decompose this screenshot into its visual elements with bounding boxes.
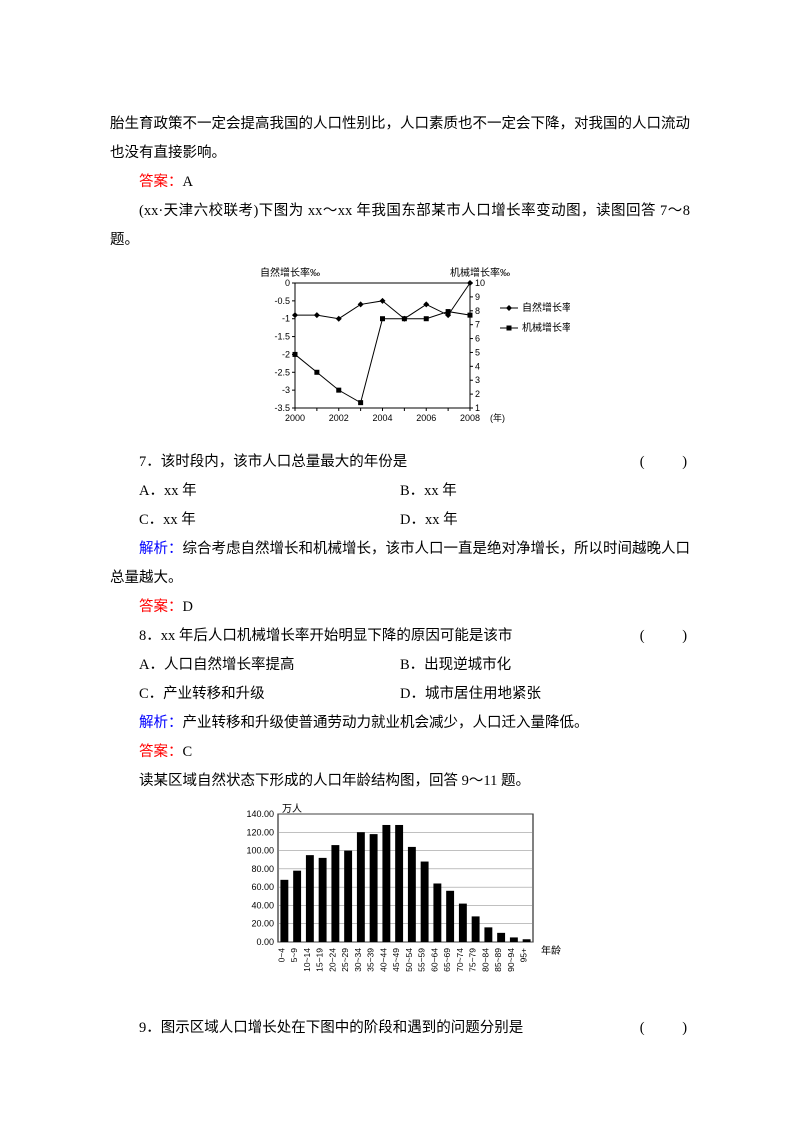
svg-text:30~34: 30~34: [353, 948, 363, 972]
svg-text:80.00: 80.00: [251, 864, 274, 874]
svg-text:(年): (年): [490, 412, 505, 423]
svg-text:年龄: 年龄: [541, 944, 561, 957]
analysis-label: 解析：: [139, 715, 183, 731]
svg-text:40.00: 40.00: [251, 900, 274, 910]
q8-analysis-line: 解析：产业转移和升级使普通劳动力就业机会减少，人口迁入量降低。: [110, 709, 690, 738]
q8-optD: D．城市居住用地紧张: [400, 680, 690, 709]
svg-text:0: 0: [285, 278, 290, 288]
svg-text:-3: -3: [282, 385, 290, 395]
q7-analysis-line: 解析：综合考虑自然增长和机械增长，该市人口一直是绝对净增长，所以时间越晚人口总量…: [110, 535, 690, 593]
svg-text:55~59: 55~59: [417, 948, 427, 972]
svg-text:65~69: 65~69: [442, 948, 452, 972]
svg-text:120.00: 120.00: [246, 827, 274, 837]
svg-text:8: 8: [475, 306, 480, 316]
q7-options-2: C．xx 年 D．xx 年: [110, 506, 690, 535]
svg-text:85~89: 85~89: [493, 948, 503, 972]
q9-text: 9．图示区域人口增长处在下图中的阶段和遇到的问题分别是: [110, 1014, 601, 1043]
svg-text:0~4: 0~4: [276, 948, 286, 963]
svg-text:95+: 95+: [519, 948, 529, 962]
q8-options-2: C．产业转移和升级 D．城市居住用地紧张: [110, 680, 690, 709]
q9-line: 9．图示区域人口增长处在下图中的阶段和遇到的问题分别是 ( ): [110, 1014, 690, 1043]
q8-options-1: A．人口自然增长率提高 B．出现逆城市化: [110, 651, 690, 680]
answer-label: 答案：: [139, 174, 183, 190]
svg-text:2: 2: [475, 389, 480, 399]
svg-text:40~44: 40~44: [378, 948, 388, 972]
q7-optC: C．xx 年: [110, 506, 400, 535]
q8-answer-line: 答案：C: [110, 738, 690, 767]
svg-text:60~64: 60~64: [429, 948, 439, 972]
svg-text:2008: 2008: [460, 413, 480, 423]
svg-text:50~54: 50~54: [404, 948, 414, 972]
svg-text:35~39: 35~39: [366, 948, 376, 972]
q7-line: 7．该时段内，该市人口总量最大的年份是 ( ): [110, 448, 690, 477]
svg-text:70~74: 70~74: [455, 948, 465, 972]
chart-growth-rate: 0 -0.5 -1 -1.5 -2 -2.5 -3 -3.5 10 9 8 7 6 5 4 3 2 1 2000 20…: [110, 261, 690, 442]
svg-text:0.00: 0.00: [256, 937, 274, 947]
svg-text:5: 5: [475, 347, 480, 357]
answer-a-value: A: [183, 174, 193, 190]
svg-text:万人: 万人: [282, 803, 302, 815]
svg-text:15~19: 15~19: [315, 948, 325, 972]
q7-optA: A．xx 年: [110, 477, 400, 506]
svg-text:100.00: 100.00: [246, 846, 274, 856]
svg-text:20~24: 20~24: [327, 948, 337, 972]
svg-text:-1.5: -1.5: [274, 332, 290, 342]
svg-text:80~84: 80~84: [480, 948, 490, 972]
svg-text:6: 6: [475, 334, 480, 344]
svg-text:9: 9: [475, 292, 480, 302]
svg-text:7: 7: [475, 320, 480, 330]
q8-line: 8．xx 年后人口机械增长率开始明显下降的原因可能是该市 ( ): [110, 622, 690, 651]
intro-paragraph: 胎生育政策不一定会提高我国的人口性别比，人口素质也不一定会下降，对我国的人口流动…: [110, 110, 690, 168]
svg-text:3: 3: [475, 375, 480, 385]
svg-text:5~9: 5~9: [289, 948, 299, 963]
analysis-label: 解析：: [139, 541, 183, 557]
q8-text: 8．xx 年后人口机械增长率开始明显下降的原因可能是该市: [110, 622, 601, 651]
answer-label: 答案：: [139, 744, 183, 760]
answer-a-line: 答案：A: [110, 168, 690, 197]
svg-text:25~29: 25~29: [340, 948, 350, 972]
svg-text:60.00: 60.00: [251, 882, 274, 892]
q8-paren: ( ): [611, 622, 690, 651]
svg-text:2006: 2006: [416, 413, 436, 423]
q9-paren: ( ): [611, 1014, 690, 1043]
q7-text: 7．该时段内，该市人口总量最大的年份是: [110, 448, 601, 477]
svg-text:2002: 2002: [329, 413, 349, 423]
svg-text:-0.5: -0.5: [274, 296, 290, 306]
q7-optD: D．xx 年: [400, 506, 690, 535]
context-q9-11: 读某区域自然状态下形成的人口年龄结构图，回答 9～11 题。: [110, 767, 690, 796]
svg-text:45~49: 45~49: [391, 948, 401, 972]
svg-text:-2.5: -2.5: [274, 367, 290, 377]
svg-text:-1: -1: [282, 314, 290, 324]
q7-analysis: 综合考虑自然增长和机械增长，该市人口一直是绝对净增长，所以时间越晚人口总量越大。: [110, 541, 690, 586]
svg-text:2004: 2004: [372, 413, 392, 423]
svg-text:1: 1: [475, 403, 480, 413]
svg-text:10~14: 10~14: [302, 948, 312, 972]
svg-text:-2: -2: [282, 349, 290, 359]
q8-optC: C．产业转移和升级: [110, 680, 400, 709]
svg-text:2000: 2000: [285, 413, 305, 423]
q7-options-1: A．xx 年 B．xx 年: [110, 477, 690, 506]
q7-answer-line: 答案：D: [110, 593, 690, 622]
svg-text:20.00: 20.00: [251, 919, 274, 929]
q8-optA: A．人口自然增长率提高: [110, 651, 400, 680]
q7-optB: B．xx 年: [400, 477, 690, 506]
svg-text:140.00: 140.00: [246, 809, 274, 819]
answer-label: 答案：: [139, 599, 183, 615]
svg-text:-3.5: -3.5: [274, 403, 290, 413]
svg-text:75~79: 75~79: [468, 948, 478, 972]
svg-text:4: 4: [475, 361, 480, 371]
svg-text:机械增长率: 机械增长率: [522, 321, 570, 334]
svg-text:机械增长率‰: 机械增长率‰: [450, 266, 510, 279]
q7-answer: D: [183, 599, 193, 615]
q8-analysis: 产业转移和升级使普通劳动力就业机会减少，人口迁入量降低。: [183, 715, 589, 731]
q8-optB: B．出现逆城市化: [400, 651, 690, 680]
svg-text:自然增长率: 自然增长率: [522, 301, 570, 314]
q7-paren: ( ): [611, 448, 690, 477]
svg-text:90~94: 90~94: [506, 948, 516, 972]
context-q7-8: (xx·天津六校联考)下图为 xx～xx 年我国东部某市人口增长率变动图，读图回…: [110, 197, 690, 255]
q8-answer: C: [183, 744, 193, 760]
chart-age-structure: 0.00 20.00 40.00 60.00 80.00 100.00 120.00 140.…: [110, 802, 690, 1008]
svg-text:自然增长率‰: 自然增长率‰: [260, 266, 320, 279]
svg-text:10: 10: [475, 278, 485, 288]
